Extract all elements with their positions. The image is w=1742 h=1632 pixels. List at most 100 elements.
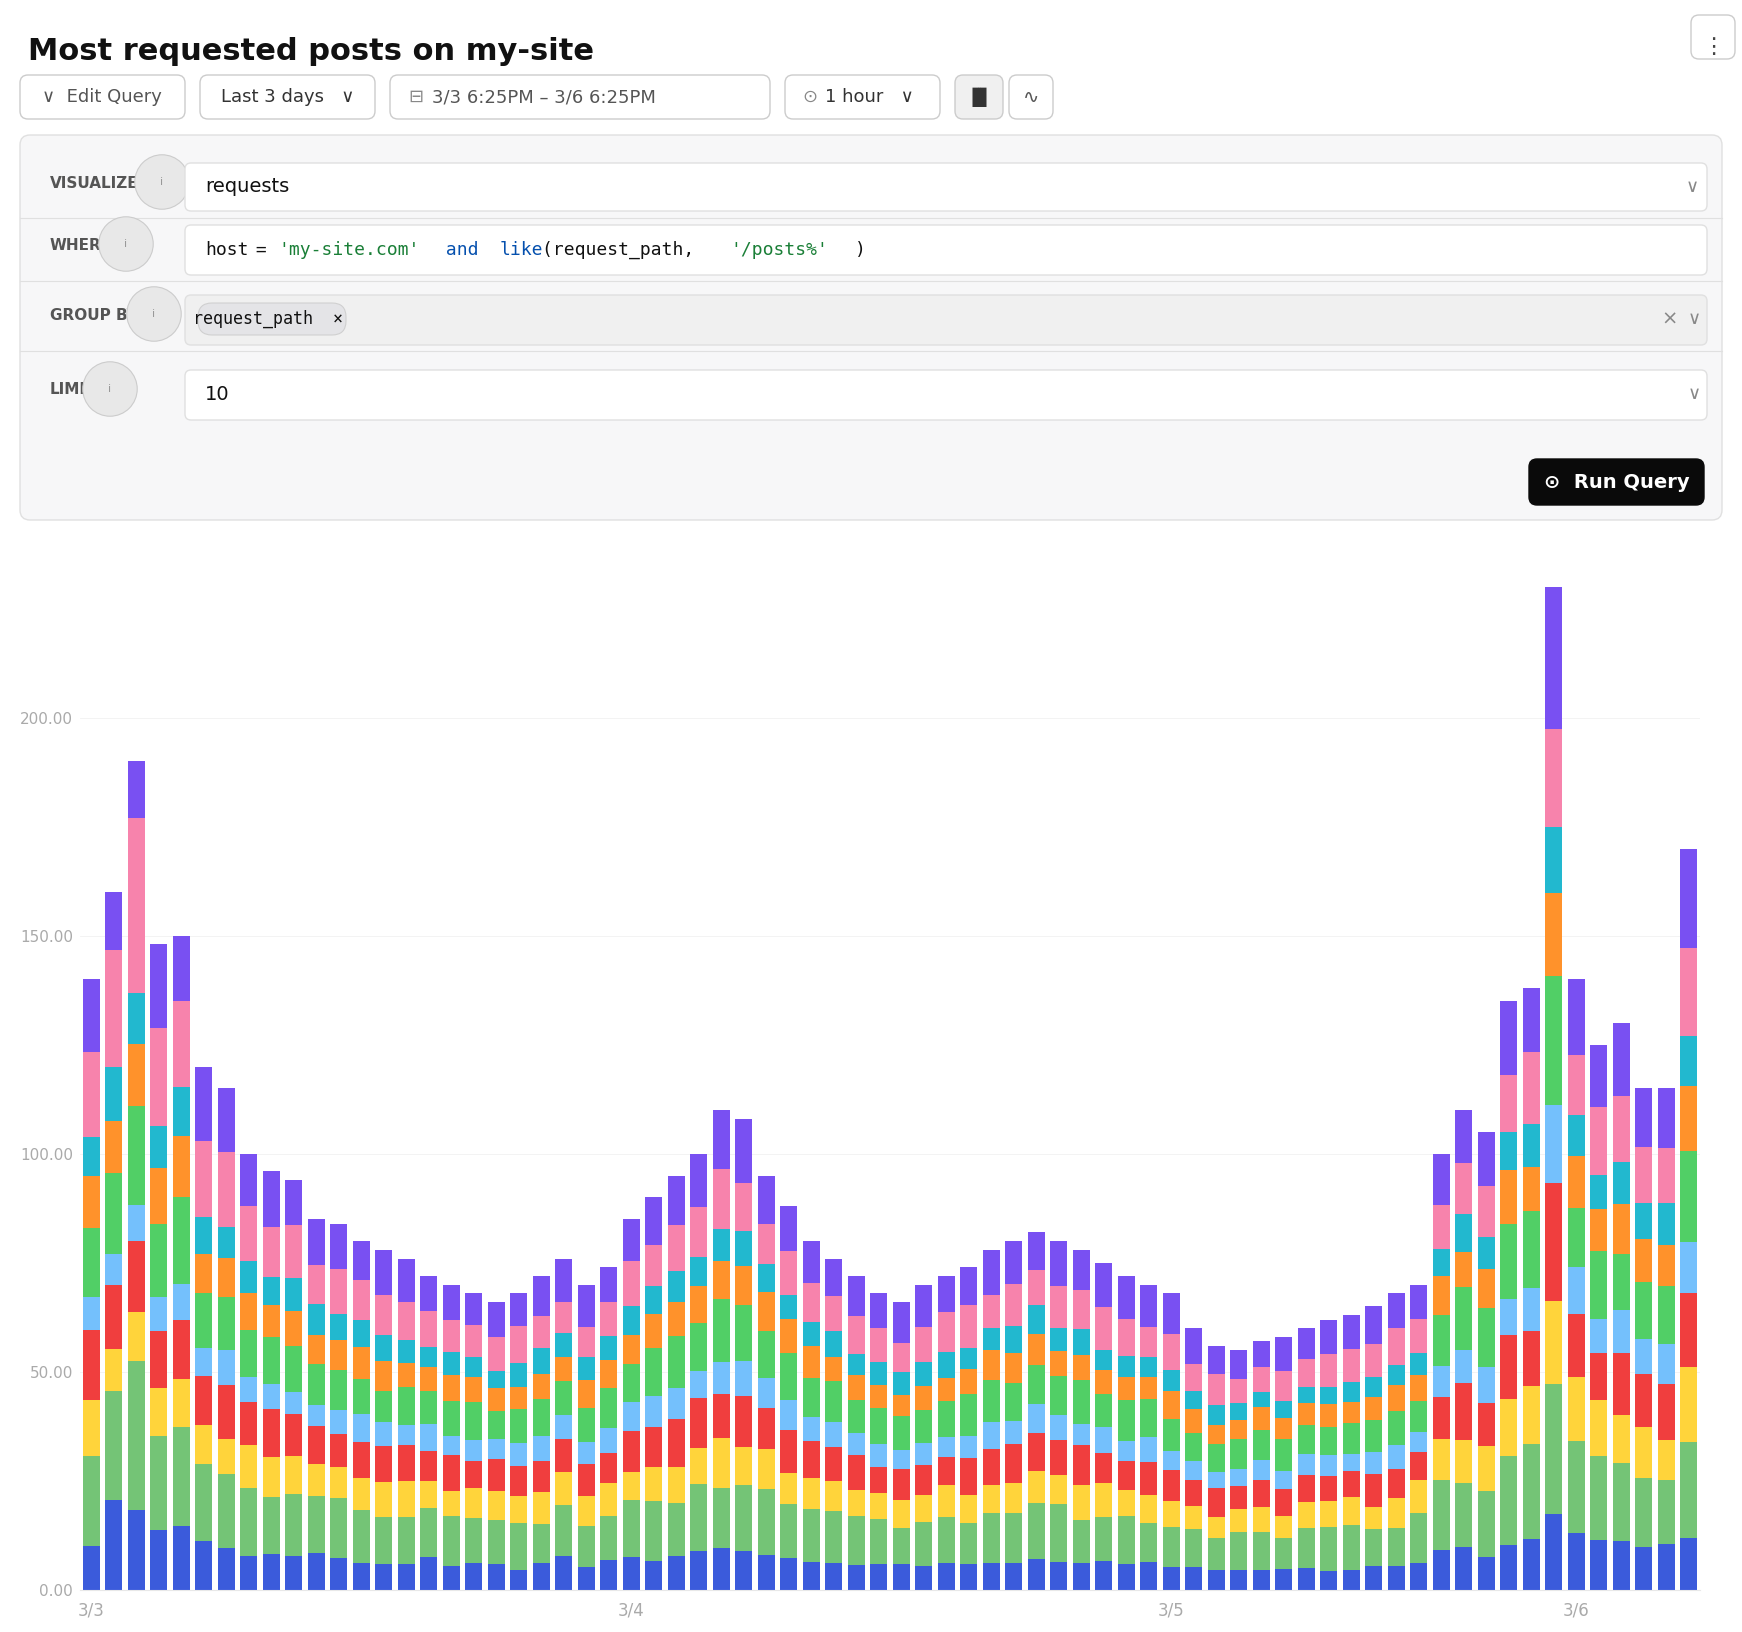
Bar xyxy=(488,1563,505,1590)
Bar xyxy=(195,1217,213,1255)
Bar xyxy=(803,1479,820,1510)
Bar xyxy=(442,1436,460,1456)
Bar xyxy=(1590,1175,1608,1209)
Bar xyxy=(1096,1426,1111,1452)
Bar xyxy=(286,1180,301,1224)
Bar xyxy=(442,1456,460,1490)
Bar xyxy=(533,1492,550,1524)
Bar xyxy=(263,1497,280,1554)
Bar xyxy=(1118,1490,1134,1516)
Bar xyxy=(488,1492,505,1519)
Bar xyxy=(510,1408,528,1443)
Bar xyxy=(601,1302,617,1337)
Bar xyxy=(420,1480,437,1508)
Bar xyxy=(1545,1514,1563,1590)
Bar xyxy=(1096,1483,1111,1518)
Bar xyxy=(601,1387,617,1428)
Bar xyxy=(624,1402,639,1431)
Bar xyxy=(172,1284,190,1320)
Bar xyxy=(84,1330,99,1400)
Bar xyxy=(488,1410,505,1439)
FancyBboxPatch shape xyxy=(1529,459,1704,504)
Bar xyxy=(1434,1315,1449,1366)
Bar xyxy=(1141,1358,1157,1377)
Bar xyxy=(218,1227,235,1258)
Bar xyxy=(826,1511,841,1563)
Bar xyxy=(150,1224,167,1297)
Bar xyxy=(1636,1203,1651,1239)
Bar xyxy=(960,1457,977,1495)
Bar xyxy=(1590,1400,1608,1456)
Bar xyxy=(1434,1248,1449,1276)
Bar xyxy=(195,1464,213,1541)
Bar xyxy=(1005,1483,1023,1513)
Bar xyxy=(533,1374,550,1399)
Bar xyxy=(712,1438,730,1488)
Bar xyxy=(1252,1368,1270,1392)
Bar xyxy=(331,1467,347,1498)
Bar xyxy=(465,1377,483,1402)
Text: request_path  ×: request_path × xyxy=(193,310,343,328)
Bar xyxy=(218,1439,235,1474)
Text: ⊙  Run Query: ⊙ Run Query xyxy=(1543,473,1690,491)
Bar xyxy=(712,1394,730,1438)
Bar xyxy=(1298,1454,1315,1475)
Bar xyxy=(1681,1036,1697,1085)
Bar xyxy=(1230,1438,1247,1469)
Bar xyxy=(1568,1532,1585,1590)
Bar xyxy=(1275,1337,1293,1371)
Bar xyxy=(218,1089,235,1152)
Bar xyxy=(218,1350,235,1386)
Bar xyxy=(1207,1444,1225,1472)
Bar xyxy=(1073,1250,1090,1289)
Bar xyxy=(1275,1439,1293,1472)
Bar xyxy=(1523,1444,1540,1539)
Bar xyxy=(1477,1186,1495,1237)
Bar xyxy=(1343,1423,1361,1454)
Bar xyxy=(1434,1366,1449,1397)
Bar xyxy=(1658,1544,1674,1590)
Bar xyxy=(105,1173,122,1255)
Bar xyxy=(690,1399,707,1448)
Bar xyxy=(308,1554,324,1590)
Bar xyxy=(1523,1386,1540,1444)
Bar xyxy=(127,992,145,1043)
Text: ×: × xyxy=(1662,310,1678,328)
Bar xyxy=(1455,1162,1472,1214)
Bar xyxy=(331,1314,347,1340)
Bar xyxy=(465,1356,483,1377)
Bar xyxy=(960,1394,977,1436)
Bar xyxy=(1523,1167,1540,1211)
Bar xyxy=(533,1524,550,1563)
Bar xyxy=(1613,1415,1631,1464)
Bar xyxy=(375,1390,392,1423)
Bar xyxy=(1477,1237,1495,1270)
Bar xyxy=(848,1565,864,1590)
Bar xyxy=(1118,1461,1134,1490)
Bar xyxy=(105,1500,122,1590)
Bar xyxy=(1681,1294,1697,1368)
Bar xyxy=(915,1523,932,1565)
Bar xyxy=(1164,1369,1179,1390)
Bar xyxy=(1230,1469,1247,1485)
Bar xyxy=(533,1563,550,1590)
Bar xyxy=(780,1400,798,1430)
Bar xyxy=(960,1369,977,1394)
Bar xyxy=(1343,1524,1361,1570)
Bar xyxy=(1388,1386,1404,1410)
Bar xyxy=(1523,1288,1540,1332)
Bar xyxy=(915,1386,932,1410)
Bar xyxy=(240,1154,258,1206)
Text: 'my-site.com': 'my-site.com' xyxy=(279,242,420,259)
Bar xyxy=(397,1302,415,1340)
Bar xyxy=(397,1516,415,1563)
Bar xyxy=(1207,1425,1225,1444)
Bar xyxy=(624,1472,639,1500)
Bar xyxy=(172,1087,190,1136)
Bar xyxy=(1434,1397,1449,1439)
Bar xyxy=(465,1488,483,1518)
Bar xyxy=(420,1346,437,1368)
Bar xyxy=(1096,1452,1111,1483)
Bar xyxy=(601,1452,617,1483)
Bar xyxy=(1050,1286,1068,1328)
